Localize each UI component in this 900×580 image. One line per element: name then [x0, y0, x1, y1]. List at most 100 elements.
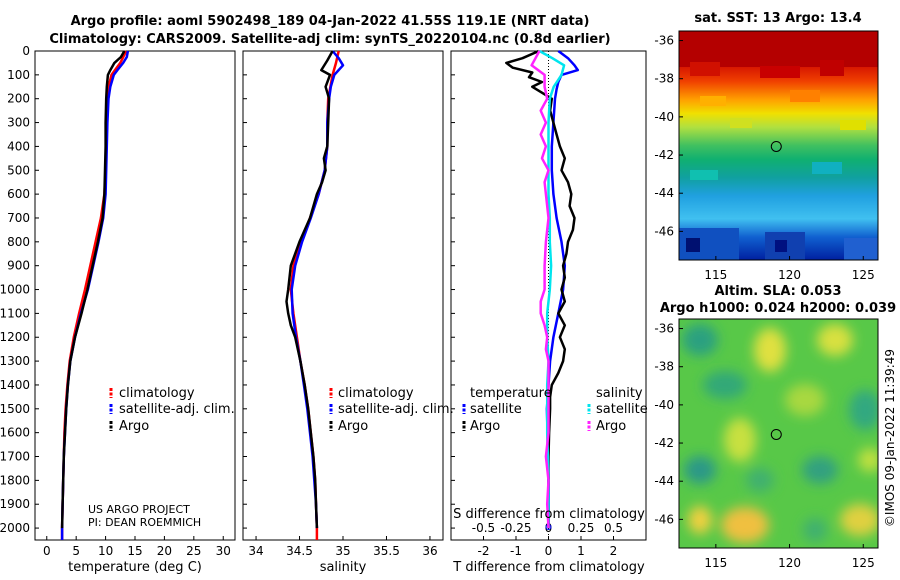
- legend-title-salinity: salinity: [596, 386, 643, 401]
- legend-label-t-satellite: satellite: [470, 402, 522, 417]
- y-tick-label: 1600: [0, 426, 30, 440]
- map-x-tick-label: 120: [778, 556, 801, 570]
- sla-map-title-line1: Altim. SLA: 0.053: [714, 284, 842, 299]
- map-x-tick-label: 125: [852, 268, 875, 282]
- map-y-tick-label: -38: [654, 360, 674, 374]
- legend-label-argo: Argo: [338, 419, 368, 434]
- x-tick-label: 15: [127, 544, 142, 558]
- map-y-tick-label: -40: [654, 398, 674, 412]
- y-tick-label: 0: [22, 44, 30, 58]
- map-x-tick-label: 115: [704, 556, 727, 570]
- y-tick-label: 1100: [0, 306, 30, 320]
- y-tick-label: 200: [7, 92, 30, 106]
- sst-map-frame: [678, 30, 879, 261]
- legend-label-s-argo: Argo: [596, 419, 626, 434]
- sla-map-image: [679, 319, 878, 548]
- y-tick-label: 700: [7, 211, 30, 225]
- map-y-tick-label: -36: [654, 34, 674, 48]
- y-tick-label: 1200: [0, 330, 30, 344]
- series-s-satellite: [538, 49, 566, 529]
- difference-xlabel-top: S difference from climatology: [453, 507, 645, 522]
- x-tick-label: 20: [157, 544, 172, 558]
- s-tick-label: -0.5: [472, 521, 495, 535]
- series-climatology: [60, 50, 128, 540]
- map-x-tick-label: 120: [778, 268, 801, 282]
- x-tick-label: 0: [545, 544, 553, 558]
- x-tick-label: 5: [72, 544, 80, 558]
- temperature-axes-box: [34, 50, 236, 541]
- s-tick-label: 0.5: [604, 521, 623, 535]
- series-argo: [60, 50, 126, 529]
- x-tick-label: 35: [335, 544, 350, 558]
- x-tick-label: 34.5: [286, 544, 313, 558]
- salinity-legend: climatology satellite-adj. clim. Argo: [329, 386, 454, 434]
- sst-map-title: sat. SST: 13 Argo: 13.4: [694, 11, 862, 26]
- y-tick-label: 1900: [0, 497, 30, 511]
- project-label: US ARGO PROJECT: [88, 503, 190, 516]
- difference-xlabel: T difference from climatology: [452, 560, 645, 575]
- sla-argo-marker: [770, 428, 782, 440]
- legend-label-argo: Argo: [119, 419, 149, 434]
- x-tick-label: 25: [186, 544, 201, 558]
- sst-argo-marker: [770, 140, 782, 152]
- legend-label-t-argo: Argo: [470, 419, 500, 434]
- map-y-tick-label: -38: [654, 72, 674, 86]
- sst-map-image: [679, 31, 878, 260]
- pi-label: PI: DEAN ROEMMICH: [88, 516, 201, 529]
- y-tick-label: 1500: [0, 402, 30, 416]
- x-tick-label: 2: [610, 544, 618, 558]
- salinity-xlabel: salinity: [320, 560, 367, 575]
- x-tick-label: 0: [43, 544, 51, 558]
- x-tick-label: -2: [478, 544, 490, 558]
- map-x-tick-label: 125: [852, 556, 875, 570]
- map-y-tick-label: -44: [654, 474, 674, 488]
- series-satellite-adj-clim-: [60, 50, 130, 540]
- series-satellite-adj-clim-: [290, 50, 345, 529]
- y-tick-label: 100: [7, 68, 30, 82]
- y-tick-label: 300: [7, 116, 30, 130]
- x-tick-label: 35.5: [373, 544, 400, 558]
- y-tick-label: 400: [7, 139, 30, 153]
- map-y-tick-label: -46: [654, 512, 674, 526]
- figure-title-line2: Climatology: CARS2009. Satellite-adj cli…: [49, 32, 611, 47]
- x-tick-label: 1: [577, 544, 585, 558]
- legend-label-s-satellite: satellite: [596, 402, 648, 417]
- y-tick-label: 900: [7, 259, 30, 273]
- y-tick-label: 2000: [0, 521, 30, 535]
- map-x-tick-label: 115: [704, 268, 727, 282]
- temperature-xlabel: temperature (deg C): [68, 560, 202, 575]
- sla-map-title-line2: Argo h1000: 0.024 h2000: 0.039: [659, 301, 897, 316]
- series-s-argo: [530, 50, 550, 529]
- legend-label-climatology: climatology: [338, 386, 414, 401]
- s-tick-label: -0.25: [500, 521, 531, 535]
- y-tick-label: 1000: [0, 283, 30, 297]
- s-tick-label: 0.25: [568, 521, 595, 535]
- legend-label-satellite: satellite-adj. clim.: [338, 402, 454, 417]
- legend-title-temperature: temperature: [470, 386, 552, 401]
- y-tick-label: 1700: [0, 450, 30, 464]
- map-y-tick-label: -46: [654, 224, 674, 238]
- difference-legend: temperature satellite Argo salinity sate…: [462, 386, 648, 434]
- legend-label-climatology: climatology: [119, 386, 195, 401]
- map-y-tick-label: -44: [654, 186, 674, 200]
- temperature-legend: climatology satellite-adj. clim. Argo: [109, 386, 235, 434]
- y-tick-label: 500: [7, 163, 30, 177]
- x-tick-label: 30: [216, 544, 231, 558]
- y-tick-label: 1300: [0, 354, 30, 368]
- y-tick-label: 1800: [0, 473, 30, 487]
- sla-map-frame: [678, 318, 879, 549]
- x-tick-label: 34: [248, 544, 263, 558]
- y-tick-label: 800: [7, 235, 30, 249]
- copyright-credit: ©IMOS 09-Jan-2022 11:39:49: [883, 349, 897, 527]
- map-y-tick-label: -42: [654, 148, 674, 162]
- x-tick-label: -1: [510, 544, 522, 558]
- x-tick-label: 36: [422, 544, 437, 558]
- salinity-axes-box: [242, 50, 444, 541]
- x-tick-label: 10: [98, 544, 113, 558]
- series-argo: [285, 50, 334, 529]
- map-y-tick-label: -42: [654, 436, 674, 450]
- figure-title-line1: Argo profile: aoml 5902498_189 04-Jan-20…: [70, 14, 590, 29]
- map-y-tick-label: -36: [654, 322, 674, 336]
- y-tick-label: 600: [7, 187, 30, 201]
